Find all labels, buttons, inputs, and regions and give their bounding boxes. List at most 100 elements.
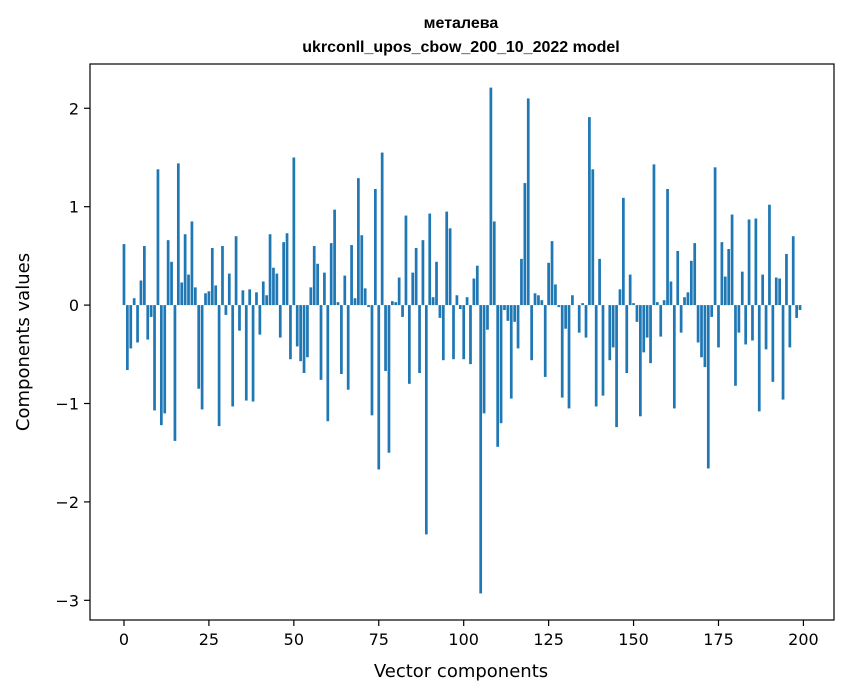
bar	[166, 240, 170, 306]
bar	[441, 305, 445, 361]
bar	[170, 261, 173, 306]
x-tick-label: 75	[369, 630, 389, 649]
bar	[465, 297, 469, 306]
bar	[272, 267, 275, 306]
bar	[761, 274, 765, 306]
bar	[475, 265, 479, 306]
bar	[367, 305, 370, 308]
bar	[336, 302, 340, 306]
bar	[503, 305, 506, 311]
bar	[333, 209, 336, 306]
bar	[764, 305, 768, 350]
bar	[265, 295, 269, 306]
bar	[554, 284, 557, 306]
bar	[343, 275, 347, 306]
bar	[357, 178, 360, 306]
bar	[231, 305, 235, 407]
bar	[632, 303, 635, 306]
bar	[652, 164, 656, 306]
bar	[204, 293, 207, 306]
bar	[316, 263, 319, 306]
bar	[289, 305, 292, 360]
bar	[526, 98, 530, 306]
bar	[173, 305, 177, 441]
bar	[299, 305, 302, 362]
bar	[635, 305, 639, 322]
bars-group	[122, 87, 802, 594]
bar	[717, 305, 720, 348]
bar	[424, 305, 428, 535]
bar	[533, 293, 537, 306]
bar	[295, 305, 299, 347]
bar	[387, 305, 391, 453]
bar	[669, 281, 673, 306]
bar	[584, 305, 588, 338]
bar	[122, 244, 126, 306]
bar	[143, 246, 146, 306]
bar	[251, 305, 255, 402]
bar	[740, 271, 744, 306]
bar	[428, 213, 432, 306]
x-tick-label: 100	[448, 630, 479, 649]
bar	[404, 215, 408, 306]
chart-subtitle: ukrconll_upos_cbow_200_10_2022 model	[302, 39, 619, 56]
bar	[516, 305, 520, 349]
bar	[703, 305, 707, 368]
bar	[564, 305, 567, 329]
bar	[645, 305, 649, 338]
x-tick-label: 50	[284, 630, 304, 649]
bar	[577, 305, 581, 333]
bar	[180, 282, 184, 306]
bar	[241, 290, 245, 306]
bar	[139, 280, 143, 306]
bar	[153, 305, 156, 411]
bar	[302, 305, 306, 373]
bar	[567, 305, 571, 409]
bar	[798, 305, 802, 311]
bar	[126, 305, 129, 371]
bar	[499, 305, 503, 424]
bar	[686, 292, 690, 306]
bar	[639, 305, 642, 417]
bar	[601, 305, 605, 396]
y-tick-label: 0	[69, 296, 79, 315]
bar	[659, 305, 663, 337]
bar	[734, 305, 737, 386]
x-tick-label: 25	[199, 630, 219, 649]
bar	[210, 248, 214, 306]
bar	[622, 197, 625, 306]
bar	[156, 169, 160, 306]
bar	[340, 305, 343, 374]
bar	[720, 242, 724, 306]
bar	[727, 249, 731, 306]
bar	[248, 289, 252, 306]
bar	[737, 305, 741, 333]
bar	[384, 305, 387, 372]
bar	[771, 305, 775, 382]
x-tick-label: 175	[703, 630, 734, 649]
bar	[238, 305, 241, 331]
bar	[560, 305, 564, 398]
bar	[747, 219, 751, 306]
plot-frame	[89, 63, 835, 621]
bar	[363, 288, 367, 306]
bar	[509, 305, 513, 399]
bar	[377, 305, 381, 470]
bar	[588, 117, 591, 306]
bar	[346, 305, 350, 390]
bar	[207, 291, 211, 306]
bar	[550, 241, 554, 306]
bar	[791, 236, 795, 306]
bar	[710, 305, 714, 317]
bar	[774, 277, 778, 306]
bar	[448, 228, 452, 306]
bar	[421, 240, 425, 306]
bar	[530, 305, 533, 361]
bar	[146, 305, 150, 340]
y-tick-label: 1	[69, 198, 79, 217]
bar	[676, 250, 680, 306]
chart-title: металева	[424, 15, 499, 32]
bar	[489, 87, 493, 306]
bar	[234, 236, 238, 306]
bar	[666, 188, 669, 306]
